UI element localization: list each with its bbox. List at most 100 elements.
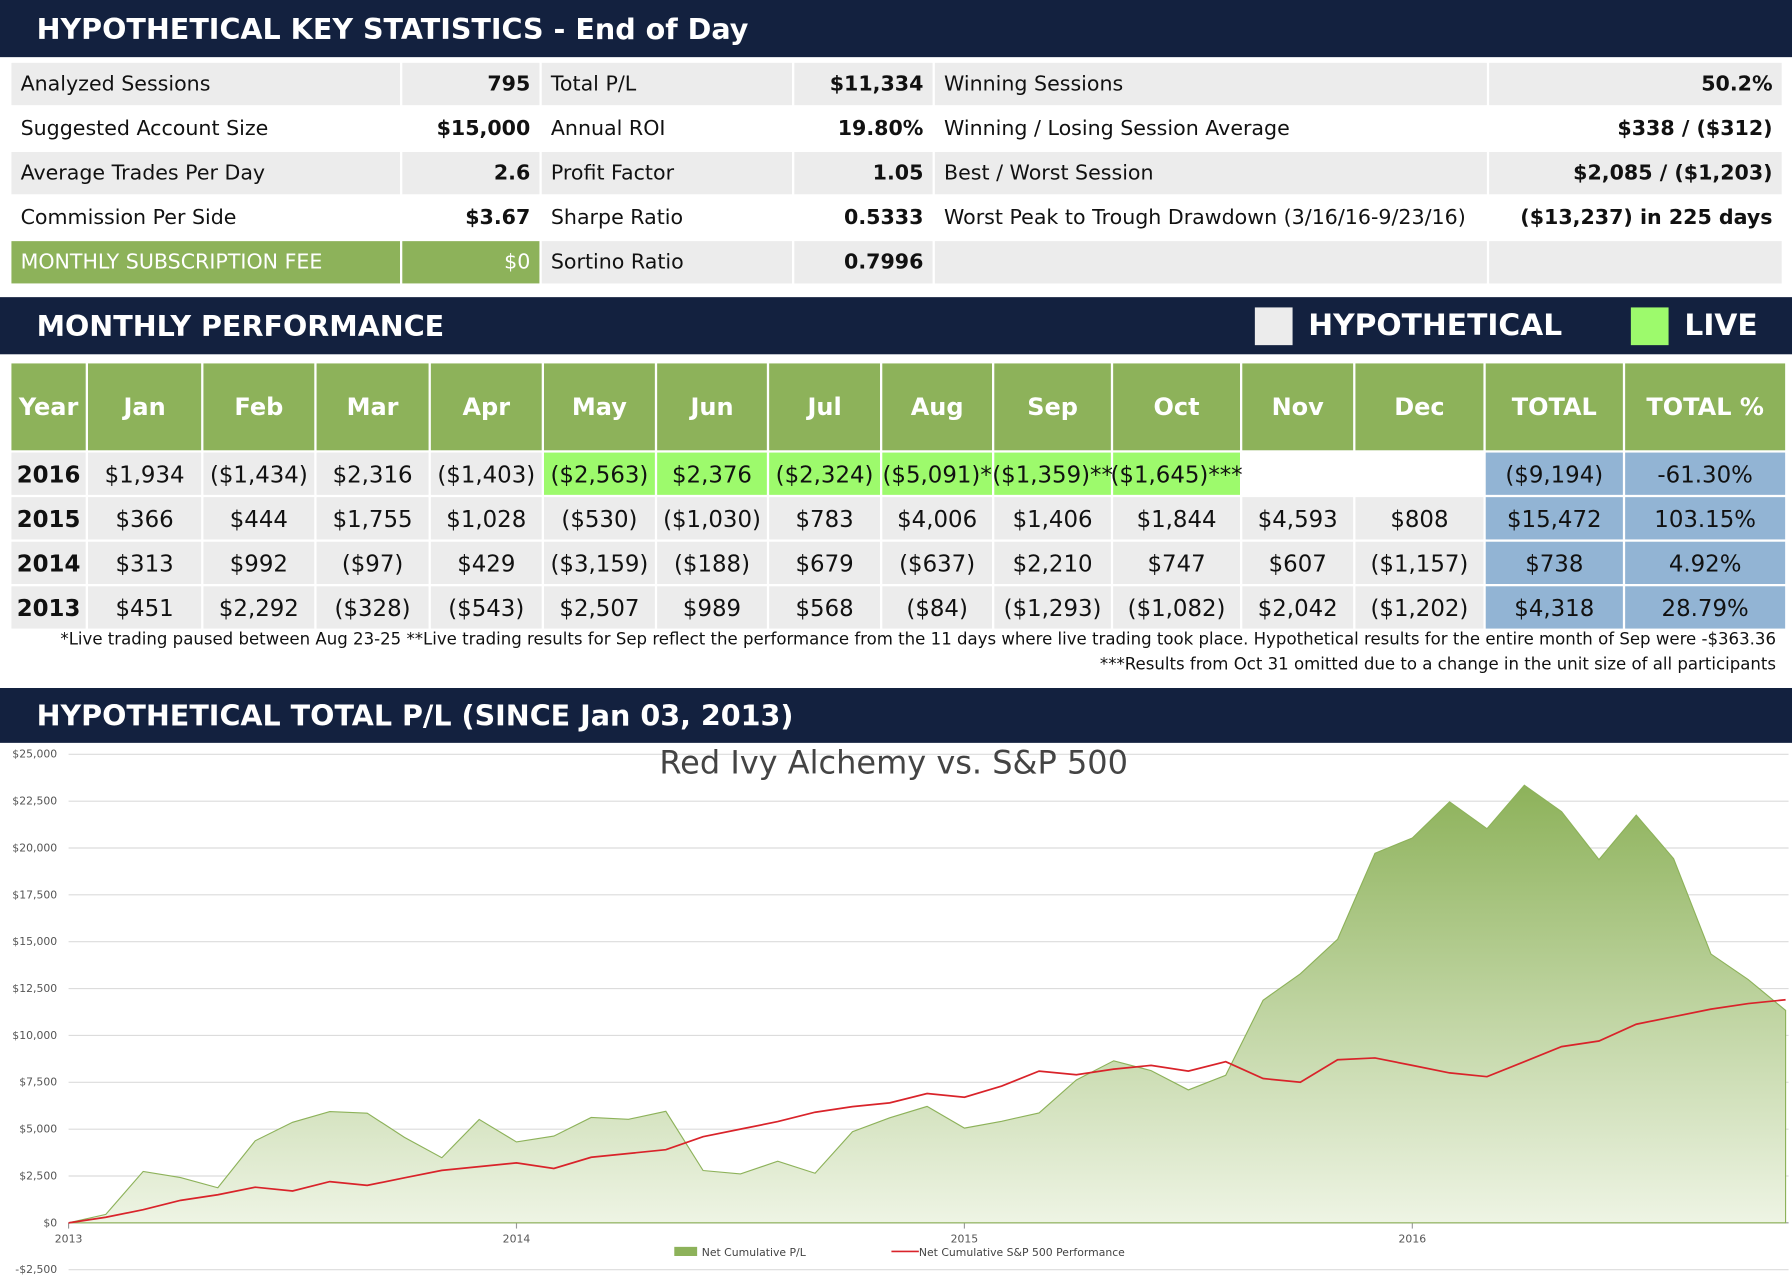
y-tick-label: $2,500 bbox=[19, 1169, 57, 1182]
month-cell: $366 bbox=[87, 497, 202, 540]
month-cell: $451 bbox=[87, 586, 202, 629]
month-cell: $992 bbox=[203, 541, 315, 584]
y-tick-label: $20,000 bbox=[12, 841, 57, 854]
stat-label: Best / Worst Session bbox=[934, 151, 1487, 195]
stats-table: Analyzed Sessions 795 Total P/L $11,334 Winn… bbox=[11, 62, 1782, 284]
month-cell: ($1,157) bbox=[1355, 541, 1484, 584]
month-cell: $607 bbox=[1242, 541, 1354, 584]
month-cell: $2,507 bbox=[543, 586, 655, 629]
area bbox=[68, 784, 1787, 1224]
total-cell: ($9,194) bbox=[1485, 452, 1623, 495]
legend: HYPOTHETICAL LIVE bbox=[1254, 306, 1792, 345]
month-cell: ($1,202) bbox=[1355, 586, 1484, 629]
y-tick-label: $12,500 bbox=[12, 982, 57, 995]
stat-label: Worst Peak to Trough Drawdown (3/16/16-9… bbox=[934, 196, 1487, 239]
column-header: Mar bbox=[316, 363, 429, 451]
column-header: Apr bbox=[430, 363, 542, 451]
stat-empty bbox=[934, 241, 1487, 284]
stat-label: Analyzed Sessions bbox=[11, 62, 400, 106]
total-pl-header: HYPOTHETICAL TOTAL P/L (SINCE Jan 03, 20… bbox=[0, 687, 1792, 743]
month-cell: ($1,403) bbox=[430, 452, 542, 495]
y-tick-label: $25,000 bbox=[12, 748, 57, 761]
stat-value: 2.6 bbox=[402, 151, 540, 195]
month-cell: $429 bbox=[430, 541, 542, 584]
stat-label: Sharpe Ratio bbox=[541, 196, 792, 239]
x-tick-label: 2013 bbox=[55, 1232, 83, 1245]
stat-label: Annual ROI bbox=[541, 107, 792, 150]
month-cell: ($1,645)*** bbox=[1111, 452, 1243, 495]
column-header: May bbox=[543, 363, 655, 451]
month-cell: $747 bbox=[1113, 541, 1240, 584]
line bbox=[68, 998, 1786, 1224]
month-cell: ($2,563) bbox=[543, 452, 655, 495]
month-cell: ($188) bbox=[657, 541, 767, 584]
month-cell: ($1,434) bbox=[203, 452, 315, 495]
month-cell: $568 bbox=[769, 586, 880, 629]
month-cell: $313 bbox=[87, 541, 202, 584]
month-cell: ($530) bbox=[543, 497, 655, 540]
stat-value: 795 bbox=[402, 62, 540, 106]
stat-label: MONTHLY SUBSCRIPTION FEE bbox=[11, 241, 400, 284]
stat-value: $11,334 bbox=[794, 62, 933, 106]
total-pct-cell: 28.79% bbox=[1625, 586, 1786, 629]
stat-label: Sortino Ratio bbox=[541, 241, 792, 284]
column-header: TOTAL bbox=[1485, 363, 1623, 451]
month-cell: ($328) bbox=[316, 586, 429, 629]
stat-value: 50.2% bbox=[1489, 62, 1782, 106]
legend-swatch bbox=[1254, 306, 1293, 345]
month-cell: $2,316 bbox=[316, 452, 429, 495]
total-pct-cell: 4.92% bbox=[1625, 541, 1786, 584]
column-header: Jun bbox=[657, 363, 767, 451]
column-header: Jan bbox=[87, 363, 202, 451]
year-cell: 2014 bbox=[11, 541, 86, 584]
month-cell: $1,844 bbox=[1113, 497, 1240, 540]
column-header: Oct bbox=[1113, 363, 1240, 451]
stat-label: Average Trades Per Day bbox=[11, 151, 400, 195]
month-cell: ($637) bbox=[882, 541, 992, 584]
stat-label: Suggested Account Size bbox=[11, 107, 400, 150]
stat-value: 0.5333 bbox=[794, 196, 933, 239]
stat-label: Winning Sessions bbox=[934, 62, 1487, 106]
monthly-title: MONTHLY PERFORMANCE bbox=[36, 309, 445, 343]
year-cell: 2013 bbox=[11, 586, 86, 629]
year-cell: 2016 bbox=[11, 452, 86, 495]
stat-value: ($13,237) in 225 days bbox=[1489, 196, 1782, 239]
month-cell: ($1,293) bbox=[994, 586, 1111, 629]
x-tick-label: 2016 bbox=[1399, 1232, 1427, 1245]
y-tick-label: $15,000 bbox=[12, 935, 57, 948]
month-cell: ($84) bbox=[882, 586, 992, 629]
month-cell: $1,028 bbox=[430, 497, 542, 540]
total-cell: $738 bbox=[1485, 541, 1623, 584]
stat-value: $0 bbox=[402, 241, 540, 284]
chart: -$2,500 $0 $2,500 $5,000 $7,500 $10,000 $12,50… bbox=[12, 744, 1789, 1276]
month-cell: $4,593 bbox=[1242, 497, 1354, 540]
month-cell: $2,042 bbox=[1242, 586, 1354, 629]
legend-label: Net Cumulative S&P 500 Performance bbox=[919, 1246, 1125, 1259]
total-pct-cell: -61.30% bbox=[1625, 452, 1786, 495]
stat-value: $2,085 / ($1,203) bbox=[1489, 151, 1782, 195]
month-cell: ($2,324) bbox=[769, 452, 880, 495]
column-header: Dec bbox=[1355, 363, 1484, 451]
month-cell: ($1,359)** bbox=[992, 452, 1113, 495]
column-header: Nov bbox=[1242, 363, 1354, 451]
stat-value: $3.67 bbox=[402, 196, 540, 239]
month-cell: $4,006 bbox=[882, 497, 992, 540]
y-tick-label: $22,500 bbox=[12, 795, 57, 808]
month-cell: $679 bbox=[769, 541, 880, 584]
month-cell: $989 bbox=[657, 586, 767, 629]
month-cell: ($543) bbox=[430, 586, 542, 629]
y-tick-label: $0 bbox=[43, 1216, 57, 1229]
month-cell: $2,376 bbox=[657, 452, 767, 495]
y-tick-label: $17,500 bbox=[12, 888, 57, 901]
chart-title: Red Ivy Alchemy vs. S&P 500 bbox=[659, 744, 1128, 782]
column-header: TOTAL % bbox=[1625, 363, 1786, 451]
footnote: *Live trading paused between Aug 23-25 *… bbox=[60, 630, 1776, 650]
stat-label: Winning / Losing Session Average bbox=[934, 107, 1487, 150]
month-empty bbox=[1355, 452, 1484, 495]
month-cell: $783 bbox=[769, 497, 880, 540]
month-cell: ($3,159) bbox=[543, 541, 655, 584]
x-tick-label: 2014 bbox=[503, 1232, 531, 1245]
legend-label: HYPOTHETICAL bbox=[1308, 308, 1563, 343]
stat-label: Total P/L bbox=[541, 62, 792, 106]
